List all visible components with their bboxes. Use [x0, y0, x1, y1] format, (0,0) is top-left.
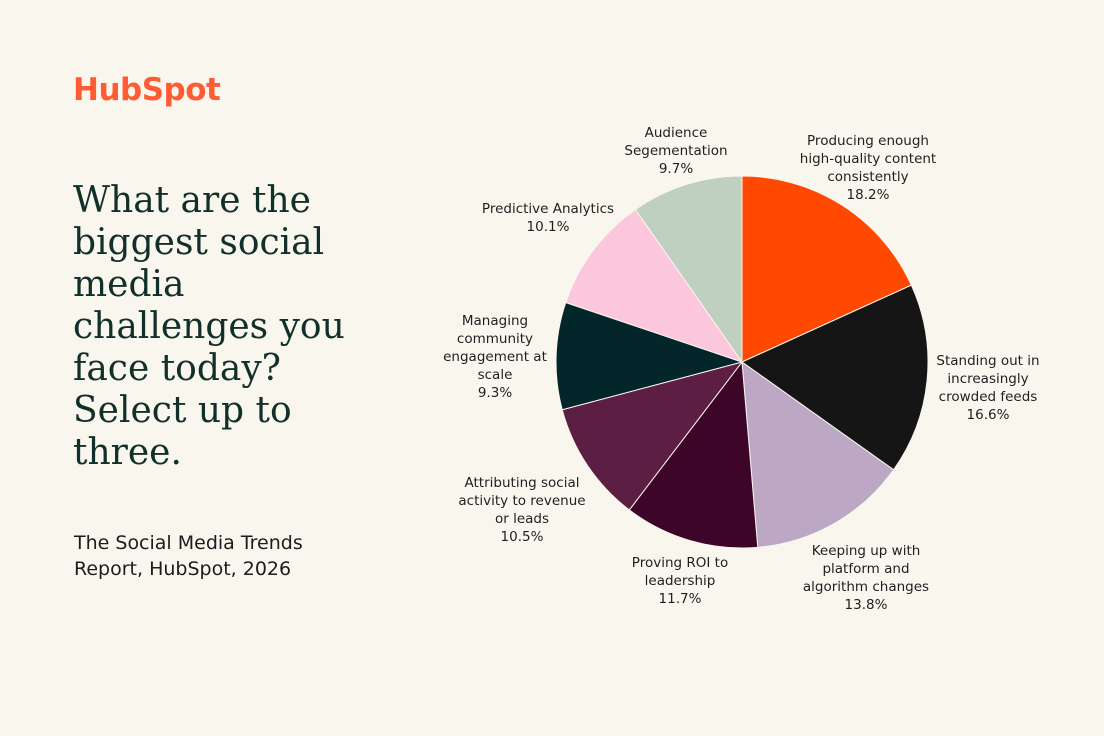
pie-slice: [565, 208, 744, 363]
slice-label-line: Keeping up with: [812, 543, 921, 559]
slice-value-label: 16.6%: [967, 407, 1010, 423]
slice-label-line: increasingly: [947, 371, 1028, 387]
pie-slices: [555, 175, 929, 549]
pie-slice: [634, 175, 743, 364]
slice-label-line: Attributing social: [465, 475, 580, 491]
slice-label-line: community: [457, 331, 533, 347]
slice-value-label: 11.7%: [659, 591, 702, 607]
slice-label-line: platform and: [822, 561, 909, 577]
slice-label: Standing out in increasingly crowded feeds…: [936, 353, 1039, 423]
slice-label-line: Producing enough: [807, 133, 929, 149]
slice-label-line: consistently: [827, 169, 908, 185]
slice-label-line: Audience: [645, 125, 708, 141]
slice-value-label: 9.7%: [659, 161, 693, 177]
slice-label-line: Standing out in: [936, 353, 1039, 369]
slice-label-line: Proving ROI to: [632, 555, 728, 571]
slice-value-label: 9.3%: [478, 385, 512, 401]
slice-label-line: or leads: [495, 511, 549, 527]
pie-slice: [628, 360, 759, 549]
slice-label-line: Predictive Analytics: [482, 201, 614, 217]
chart-question-title: What are the biggest social media challe…: [73, 180, 345, 473]
pie-slice: [561, 361, 744, 511]
slice-label-line: engagement at: [443, 349, 547, 365]
slice-label-line: high-quality content: [800, 151, 936, 167]
pie-slice: [741, 360, 895, 548]
slice-label: Predictive Analytics 10.1%: [482, 201, 614, 235]
slice-label: Producing enough high-quality content cons…: [800, 133, 936, 203]
slice-value-label: 18.2%: [847, 187, 890, 203]
pie-slice: [741, 284, 929, 471]
slice-label-line: activity to revenue: [458, 493, 585, 509]
slice-label-line: leadership: [645, 573, 716, 589]
pie-slice: [741, 175, 913, 363]
pie-labels: Producing enough high-quality content cons…: [443, 125, 1039, 613]
slice-value-label: 13.8%: [845, 597, 888, 613]
source-citation: The Social Media Trends Report, HubSpot,…: [74, 532, 303, 580]
slice-value-label: 10.1%: [527, 219, 570, 235]
slice-label-line: scale: [478, 367, 513, 383]
hubspot-logo: HubSpot: [73, 72, 221, 108]
slice-value-label: 10.5%: [501, 529, 544, 545]
slice-label: Keeping up with platform and algorithm cha…: [803, 543, 929, 613]
slice-label: Proving ROI to leadership 11.7%: [632, 555, 728, 607]
slice-label: Managing community engagement at scale 9.3%: [443, 313, 547, 401]
pie-slice: [555, 301, 744, 411]
slice-label: Attributing social activity to revenue or …: [458, 475, 585, 545]
slice-label-line: crowded feeds: [939, 389, 1038, 405]
slice-label-line: algorithm changes: [803, 579, 929, 595]
slice-label-line: Managing: [462, 313, 528, 329]
slice-label-line: Segementation: [624, 143, 727, 159]
slice-label: Audience Segementation 9.7%: [624, 125, 727, 177]
